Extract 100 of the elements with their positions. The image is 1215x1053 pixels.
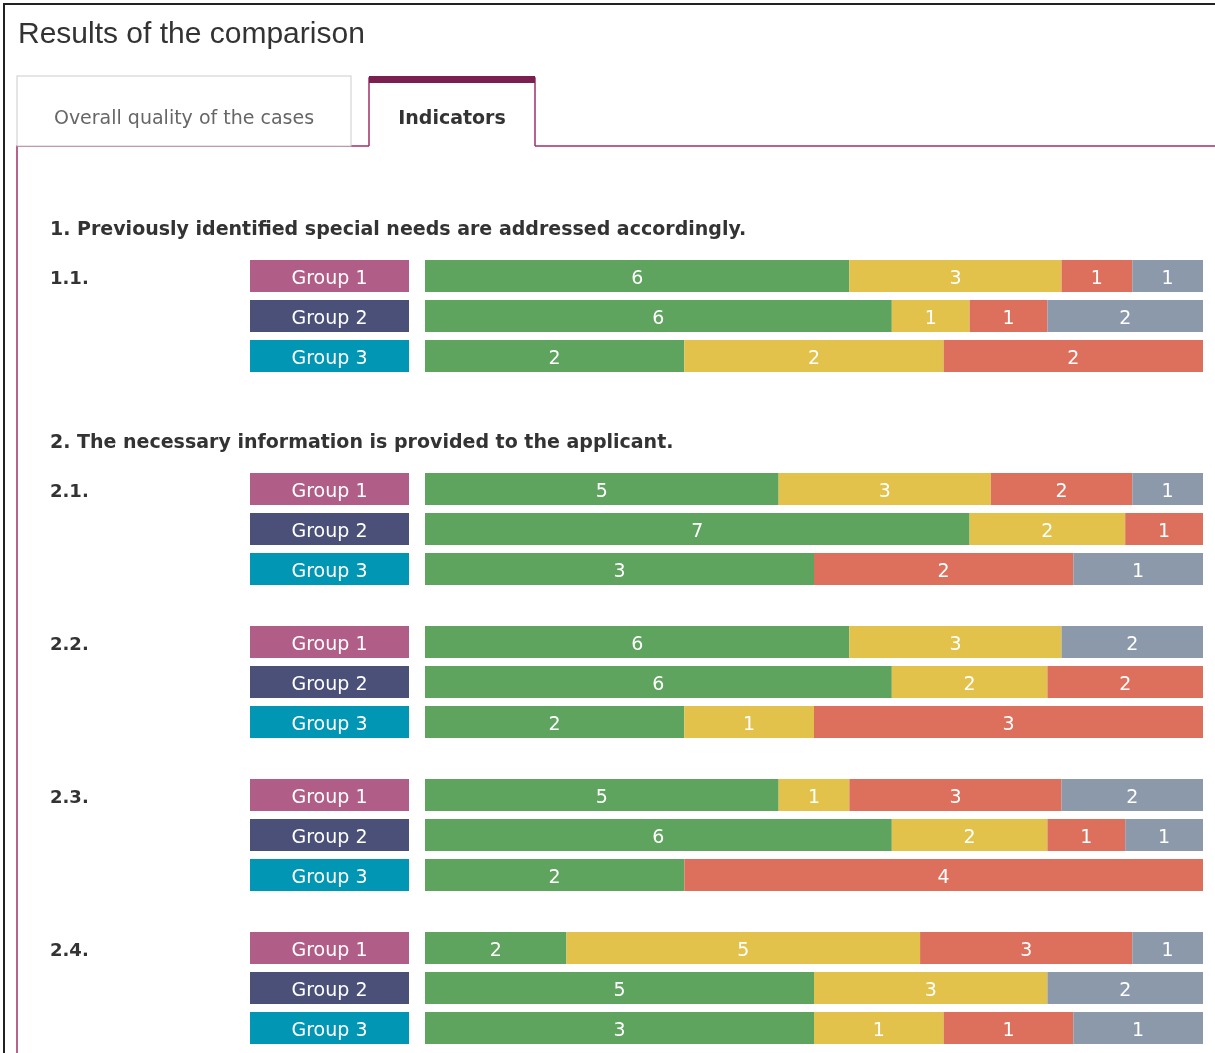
data-label: 4 — [937, 865, 950, 887]
y-tick-label: Group 2 — [291, 672, 368, 694]
data-label: 2 — [548, 346, 561, 368]
y-tick-label: Group 1 — [291, 479, 368, 501]
data-label: 3 — [949, 266, 962, 288]
bar — [425, 779, 779, 811]
data-label: 1 — [1158, 825, 1171, 847]
data-label: 2 — [1055, 479, 1068, 501]
y-tick-label: Group 3 — [291, 712, 368, 734]
data-label: 2 — [807, 346, 821, 368]
data-label: 6 — [652, 306, 665, 328]
data-label: 1 — [872, 1018, 885, 1040]
bar — [1061, 260, 1133, 292]
bar — [969, 300, 1048, 332]
bar — [1073, 1012, 1203, 1044]
data-label: 3 — [613, 559, 626, 581]
data-label: 5 — [595, 479, 608, 501]
data-label: 5 — [737, 938, 750, 960]
bar — [425, 300, 892, 332]
data-label: 2 — [1126, 785, 1139, 807]
y-axis-title: 2.4. — [50, 939, 89, 960]
bar — [990, 473, 1133, 505]
bar — [425, 819, 892, 851]
bar — [425, 932, 567, 964]
bar — [425, 260, 850, 292]
y-axis-title: 2.2. — [50, 633, 89, 654]
bar — [425, 473, 779, 505]
bar — [1047, 300, 1203, 332]
data-label: 2 — [1126, 632, 1139, 654]
y-axis-title: 2.1. — [50, 480, 89, 501]
data-label: 3 — [924, 978, 937, 1000]
bar — [778, 473, 991, 505]
y-tick-label: Group 1 — [291, 266, 368, 288]
bar — [1061, 779, 1203, 811]
y-tick-label: Group 1 — [291, 632, 368, 654]
bar — [891, 819, 1048, 851]
bar — [943, 1012, 1074, 1044]
bar — [814, 1012, 944, 1044]
data-label: 6 — [652, 672, 665, 694]
bar — [778, 779, 850, 811]
data-label: 5 — [595, 785, 608, 807]
text: Indicators — [398, 106, 506, 128]
data-label: 5 — [613, 978, 626, 1000]
data-label: 6 — [631, 266, 644, 288]
bar — [425, 1012, 814, 1044]
y-tick-label: Group 3 — [291, 559, 368, 581]
bar — [1132, 932, 1203, 964]
data-label: 3 — [878, 479, 891, 501]
data-label: 3 — [613, 1018, 626, 1040]
data-label: 1 — [1161, 266, 1174, 288]
y-tick-label: Group 2 — [291, 306, 368, 328]
y-tick-label: Group 2 — [291, 978, 368, 1000]
data-label: 2 — [548, 865, 561, 887]
bar — [849, 779, 1062, 811]
data-label: 3 — [1002, 712, 1015, 734]
y-axis-title: 2.3. — [50, 786, 89, 807]
data-label: 2 — [963, 825, 976, 847]
data-label: 1 — [1161, 938, 1174, 960]
data-label: 2 — [1119, 306, 1132, 328]
data-label: 2 — [1119, 672, 1132, 694]
y-tick-label: Group 3 — [291, 865, 368, 887]
data-label: 1 — [924, 306, 937, 328]
data-label: 2 — [1119, 978, 1132, 1000]
data-label: 1 — [743, 712, 756, 734]
data-label: 1 — [1158, 519, 1171, 541]
bar — [1132, 260, 1203, 292]
data-label: 2 — [489, 938, 502, 960]
data-label: 1 — [1132, 1018, 1145, 1040]
data-label: 7 — [691, 519, 704, 541]
data-label: 6 — [631, 632, 644, 654]
data-label: 6 — [652, 825, 665, 847]
bar — [1132, 473, 1203, 505]
chart-subtitle: 2. The necessary information is provided to the applicant. — [50, 430, 674, 452]
data-label: 1 — [1080, 825, 1093, 847]
data-label: 3 — [949, 785, 962, 807]
chart-subtitle: 1. Previously identified special needs are addressed accordingly. — [50, 217, 747, 239]
text: Overall quality of the cases — [53, 106, 315, 128]
data-label: 1 — [1002, 306, 1015, 328]
y-tick-label: Group 2 — [291, 519, 368, 541]
data-label: 2 — [548, 712, 561, 734]
bar — [1047, 819, 1126, 851]
data-label: 1 — [1132, 559, 1145, 581]
data-label: 2 — [1041, 519, 1054, 541]
bar — [566, 932, 921, 964]
y-tick-label: Group 1 — [291, 938, 368, 960]
data-label: 2 — [963, 672, 976, 694]
data-label: 1 — [1002, 1018, 1015, 1040]
y-tick-label: Group 2 — [291, 825, 368, 847]
data-label: 3 — [1020, 938, 1033, 960]
data-label: 3 — [949, 632, 962, 654]
bar — [920, 932, 1133, 964]
data-label: 2 — [937, 559, 950, 581]
data-label: 1 — [1161, 479, 1174, 501]
bar — [849, 260, 1062, 292]
data-label: 1 — [807, 785, 821, 807]
y-tick-label: Group 1 — [291, 785, 368, 807]
bar — [1125, 819, 1203, 851]
y-tick-label: Group 3 — [291, 1018, 368, 1040]
bar — [891, 300, 970, 332]
data-label: 2 — [1067, 346, 1080, 368]
